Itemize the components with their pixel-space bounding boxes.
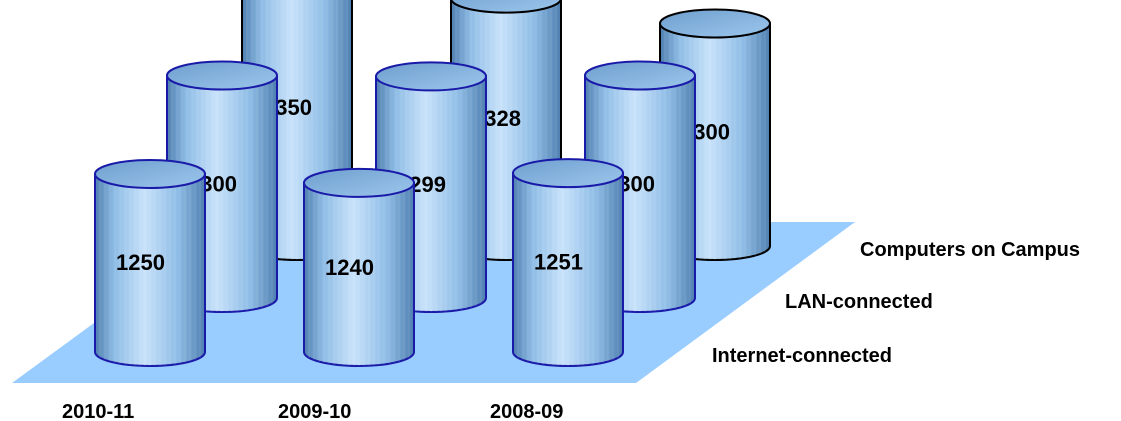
value-label-internet-2009-10: 1240 [325,255,374,280]
series-label-internet: Internet-connected [712,345,892,367]
cylinder-cap [584,60,696,91]
cylinder-cap [375,61,487,92]
cylinder-cap [166,60,278,91]
cylinder-body [303,181,415,367]
category-label-2010-11: 2010-11 [62,401,134,421]
cylinder-cap [450,0,562,14]
cylinder-body [512,172,624,367]
cylinder-body [94,173,206,367]
cylinder-cap [512,158,624,189]
series-row-front: 1250 1240 1251 [94,158,624,367]
category-label-2008-09: 2008-09 [490,401,563,421]
category-label-2009-10: 2009-10 [278,401,351,421]
cylinder-cap [94,159,206,189]
cylinder-internet-2010-11: 1250 [94,159,206,367]
value-label-internet-2008-09: 1251 [534,250,583,275]
cylinder-cap [659,8,771,39]
cylinder-internet-2009-10: 1240 [303,167,415,367]
cylinder-cap [303,167,415,198]
cylinder-internet-2008-09: 1251 [512,158,624,367]
value-label-internet-2010-11: 1250 [116,250,165,275]
series-label-lan: LAN-connected [785,291,933,313]
series-label-computers: Computers on Campus [860,239,1080,261]
